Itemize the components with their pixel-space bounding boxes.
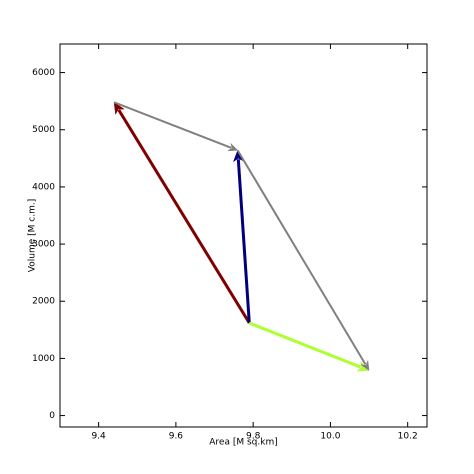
x-tick-label: 9.6	[169, 432, 184, 442]
arrow-shaft	[248, 321, 362, 369]
y-tick-label: 4000	[32, 182, 55, 192]
y-tick-label: 2000	[32, 297, 55, 307]
arrow-shaft	[113, 101, 232, 149]
y-tick-label: 1000	[32, 354, 55, 364]
arrow-shaft	[236, 159, 251, 324]
arrow-head	[360, 359, 370, 371]
y-axis-label: Volume [M c.m.]	[28, 199, 38, 272]
arrow-shaft	[117, 109, 251, 324]
x-axis-label: Area [M sq.km]	[209, 438, 277, 448]
arrow-head	[226, 142, 239, 152]
x-tick-label: 10.0	[320, 432, 340, 442]
y-tick-label: 0	[49, 411, 55, 421]
arrow	[236, 149, 370, 371]
arrow	[113, 101, 239, 152]
arrow-head	[113, 101, 125, 116]
y-tick-label: 5000	[32, 125, 55, 135]
arrow	[113, 101, 251, 324]
x-tick-label: 10.2	[398, 432, 418, 442]
x-tick-label: 9.8	[246, 432, 261, 442]
y-tick-label: 6000	[32, 68, 55, 78]
y-tick-label: 3000	[32, 240, 55, 250]
x-tick-label: 9.4	[91, 432, 106, 442]
arrow-shaft	[236, 149, 367, 365]
